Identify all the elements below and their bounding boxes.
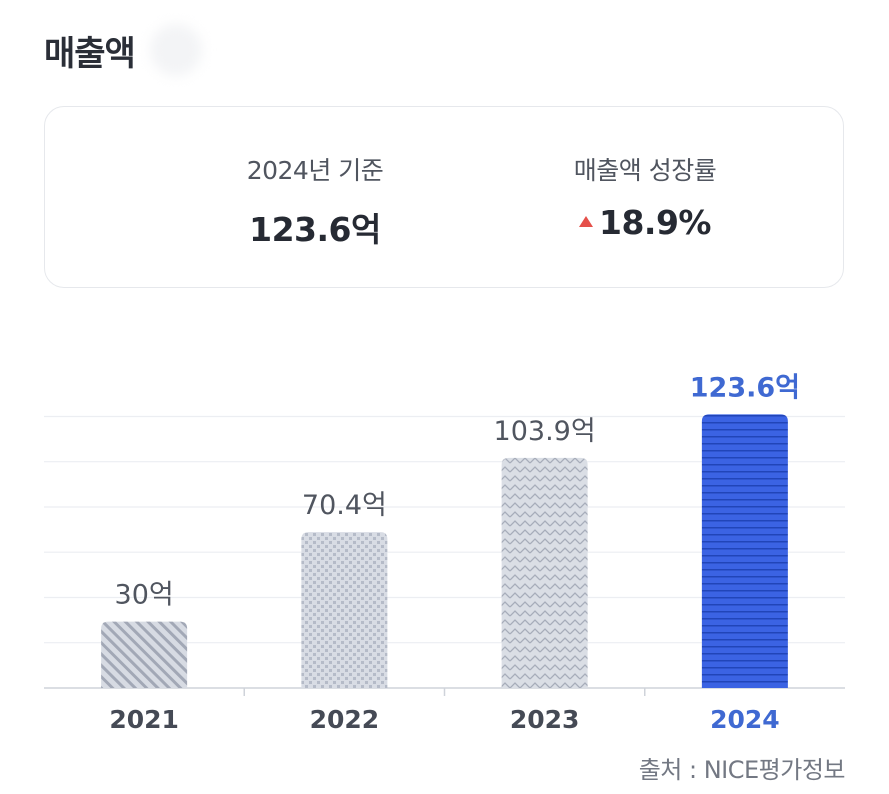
base-year-label: 2024년 기준	[246, 156, 384, 185]
bar-2023	[501, 457, 588, 688]
bar-value-label-2022: 70.4억	[302, 490, 387, 521]
page-title: 매출액	[44, 34, 136, 74]
bar-2024	[701, 414, 788, 688]
bar-value-label-2023: 103.9억	[494, 416, 596, 447]
revenue-bar-chart: 30억 2021 70.4억 2022 103.9억 2023 123.6억 2024	[44, 372, 845, 734]
bar-2022	[301, 532, 388, 688]
bar-value-label-2024: 123.6억	[690, 372, 800, 403]
x-tick-label-2022: 2022	[310, 705, 380, 734]
growth-rate-stat: 매출액 성장률 18.9%	[505, 151, 785, 242]
base-year-stat: 2024년 기준 123.6억	[185, 151, 445, 251]
bar-2021	[101, 621, 188, 688]
up-arrow-icon	[579, 216, 593, 227]
base-year-value: 123.6억	[249, 210, 381, 249]
growth-rate-value: 18.9%	[599, 203, 712, 242]
source-note: 출처 : NICE평가정보	[638, 756, 846, 784]
growth-rate-value-row: 18.9%	[505, 203, 785, 242]
x-tick-label-2024: 2024	[710, 705, 780, 734]
growth-rate-label: 매출액 성장률	[573, 156, 717, 185]
summary-box: 2024년 기준 123.6억 매출액 성장률 18.9%	[44, 106, 844, 288]
x-tick-label-2023: 2023	[510, 705, 580, 734]
x-tick-label-2021: 2021	[109, 705, 179, 734]
title-blur-decoration	[150, 24, 202, 76]
bar-value-label-2021: 30억	[115, 580, 174, 611]
